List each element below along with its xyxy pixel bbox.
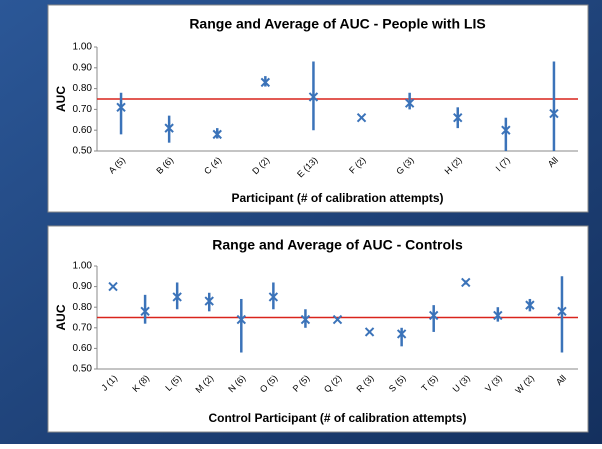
y-tick-label: 0.70	[73, 104, 93, 115]
average-marker	[204, 296, 214, 306]
chart-title: Range and Average of AUC - People with L…	[189, 16, 485, 32]
panel	[47, 4, 589, 213]
average-marker	[236, 314, 247, 325]
average-marker	[140, 306, 150, 317]
average-marker	[557, 306, 567, 317]
y-tick-label: 0.50	[73, 364, 93, 375]
y-tick-label: 0.70	[73, 322, 93, 333]
average-marker	[332, 314, 343, 325]
y-tick-label: 0.50	[73, 146, 93, 157]
chart-title: Range and Average of AUC - Controls	[212, 237, 463, 253]
y-tick-label: 0.90	[73, 281, 93, 292]
average-marker	[260, 77, 271, 88]
average-marker	[549, 108, 559, 119]
y-tick-label: 0.80	[73, 83, 93, 94]
average-marker	[116, 102, 126, 113]
average-marker	[164, 123, 174, 133]
average-marker	[461, 277, 471, 288]
average-marker	[268, 292, 279, 302]
x-axis-label: Control Participant (# of calibration at…	[208, 411, 466, 425]
average-marker	[396, 329, 407, 339]
y-tick-label: 0.60	[73, 125, 93, 136]
panel	[47, 225, 589, 433]
average-marker	[428, 310, 439, 321]
average-marker	[493, 310, 503, 321]
average-marker	[212, 129, 222, 140]
average-marker	[300, 314, 311, 325]
y-tick-label: 1.00	[73, 42, 93, 53]
average-marker	[525, 300, 535, 310]
average-marker	[364, 327, 375, 337]
y-tick-label: 1.00	[73, 261, 93, 272]
y-tick-label: 0.90	[73, 62, 93, 73]
chart-panel: Range and Average of AUC - Controls AUC Co…	[47, 225, 589, 433]
average-marker	[108, 281, 118, 292]
average-marker	[453, 113, 463, 123]
average-marker	[404, 98, 415, 108]
y-axis-label: AUC	[54, 304, 68, 330]
average-marker	[308, 92, 319, 102]
average-marker	[501, 125, 511, 135]
chart-panel: Range and Average of AUC - People with L…	[47, 4, 589, 213]
y-axis-label: AUC	[54, 86, 68, 112]
y-tick-label: 0.60	[73, 343, 93, 354]
average-marker	[356, 113, 367, 123]
average-marker	[172, 292, 182, 302]
y-tick-label: 0.80	[73, 302, 93, 313]
x-axis-label: Participant (# of calibration attempts)	[231, 191, 443, 205]
